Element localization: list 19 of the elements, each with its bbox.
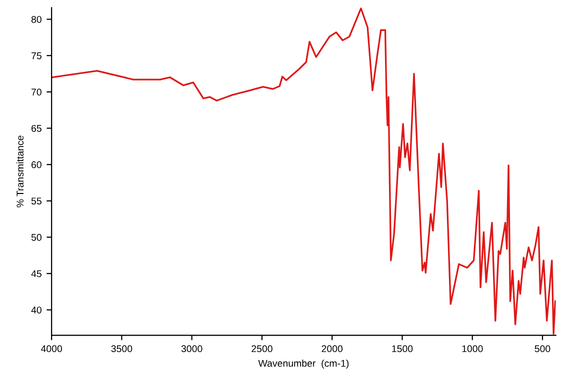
y-tick-label: 65 xyxy=(32,124,42,132)
x-tick-label: 1000 xyxy=(462,345,483,352)
y-tick-label: 50 xyxy=(31,234,42,241)
x-tick-label: 2000 xyxy=(322,345,343,352)
x-tick-label: 1500 xyxy=(392,345,413,352)
x-tick-label: 2500 xyxy=(252,345,272,352)
y-tick-label: 55 xyxy=(31,198,42,204)
x-tick-label: 3000 xyxy=(181,345,202,352)
x-tick-label: 3500 xyxy=(111,345,132,352)
y-tick-label: 75 xyxy=(32,52,42,60)
y-tick-label: 80 xyxy=(31,16,42,23)
x-tick-label: 4000 xyxy=(40,345,62,352)
y-tick-label: 60 xyxy=(32,161,42,168)
y-tick-label: 45 xyxy=(31,270,42,278)
y-axis-title: % Transmittance xyxy=(16,136,24,208)
y-tick-label: 70 xyxy=(32,88,42,96)
x-axis-title: Wavenumber (cm-1) xyxy=(258,360,349,369)
y-tick-label: 40 xyxy=(31,306,42,314)
x-tick-label: 500 xyxy=(534,345,550,352)
